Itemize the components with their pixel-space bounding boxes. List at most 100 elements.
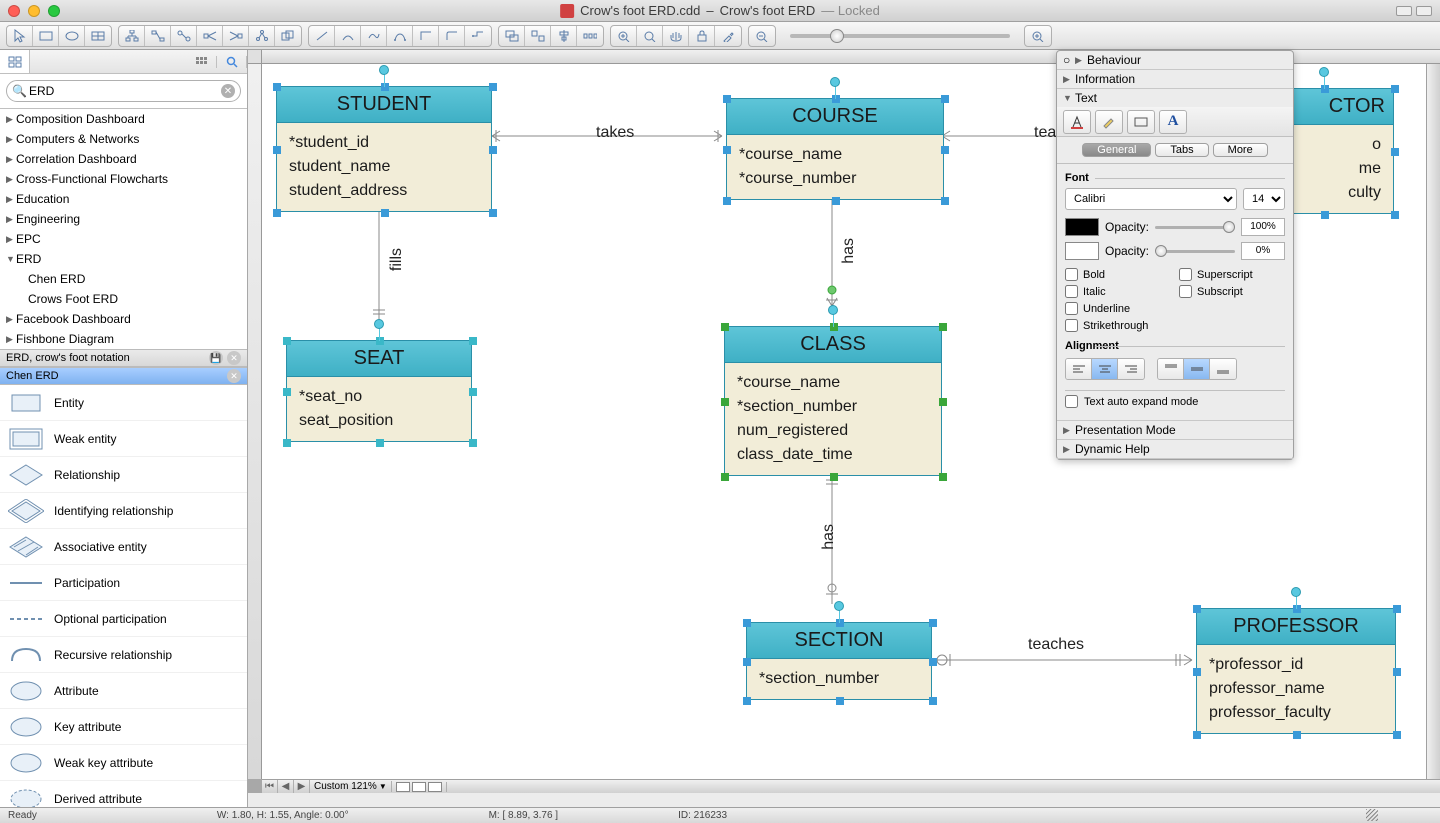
tab-general[interactable]: General [1082, 143, 1151, 157]
tab-tabs[interactable]: Tabs [1155, 143, 1208, 157]
line-tool[interactable] [309, 26, 335, 46]
zoom-fit-tool[interactable] [611, 26, 637, 46]
tree-item[interactable]: Chen ERD [0, 269, 247, 289]
search-input[interactable] [6, 80, 241, 102]
rotate-handle[interactable] [374, 319, 384, 329]
page-next[interactable]: ▶ [294, 780, 310, 794]
v-scrollbar[interactable] [1426, 64, 1440, 779]
round-angle-tool[interactable] [439, 26, 465, 46]
distribute-tool[interactable] [577, 26, 603, 46]
text-box-button[interactable] [1127, 110, 1155, 134]
page-thumbs[interactable] [392, 782, 447, 792]
align-center[interactable] [1092, 359, 1118, 379]
font-family-select[interactable]: Calibri [1065, 188, 1237, 210]
close-window-button[interactable] [8, 5, 20, 17]
underline-checkbox[interactable]: Underline [1065, 302, 1171, 315]
align-left[interactable] [1066, 359, 1092, 379]
shape-item[interactable]: Relationship [0, 457, 247, 493]
rotate-handle[interactable] [1291, 587, 1301, 597]
ruler-vertical[interactable] [248, 64, 262, 779]
bg-color-swatch[interactable] [1065, 242, 1099, 260]
inspector-help-header[interactable]: ▶Dynamic Help [1057, 440, 1293, 458]
shape-item[interactable]: Optional participation [0, 601, 247, 637]
shape-item[interactable]: Weak key attribute [0, 745, 247, 781]
tree-item[interactable]: ▶Fishbone Diagram [0, 329, 247, 349]
tree-item[interactable]: ▶Composition Dashboard [0, 109, 247, 129]
fg-color-swatch[interactable] [1065, 218, 1099, 236]
zoom-tool[interactable] [637, 26, 663, 46]
tree-item[interactable]: ▼ERD [0, 249, 247, 269]
align-right[interactable] [1118, 359, 1144, 379]
connect-tool[interactable] [171, 26, 197, 46]
align-bottom[interactable] [1210, 359, 1236, 379]
spline-tool[interactable] [387, 26, 413, 46]
rotate-handle[interactable] [830, 77, 840, 87]
chain-tool[interactable] [145, 26, 171, 46]
page-first[interactable]: ⏮ [262, 780, 278, 794]
shape-item[interactable]: Entity [0, 385, 247, 421]
strikethrough-checkbox[interactable]: Strikethrough [1065, 319, 1171, 332]
inspector-information-header[interactable]: ▶Information [1057, 70, 1293, 88]
text-color-button[interactable] [1063, 110, 1091, 134]
shape-item[interactable]: Participation [0, 565, 247, 601]
bg-opacity-value[interactable]: 0% [1241, 242, 1285, 260]
rect-tool[interactable] [33, 26, 59, 46]
search-tab[interactable] [217, 56, 247, 68]
tree-item[interactable]: ▶Correlation Dashboard [0, 149, 247, 169]
shape-item[interactable]: Associative entity [0, 529, 247, 565]
rotate-handle[interactable] [379, 65, 389, 75]
eyedropper-tool[interactable] [715, 26, 741, 46]
curve-tool[interactable] [361, 26, 387, 46]
network-tool[interactable] [249, 26, 275, 46]
subscript-checkbox[interactable]: Subscript [1179, 285, 1285, 298]
align-middle[interactable] [1184, 359, 1210, 379]
table-tool[interactable] [85, 26, 111, 46]
align-top[interactable] [1158, 359, 1184, 379]
rotate-handle[interactable] [1319, 67, 1329, 77]
lock-tool[interactable] [689, 26, 715, 46]
titlebar-button[interactable] [1396, 6, 1412, 16]
ungroup-tool[interactable] [525, 26, 551, 46]
bold-checkbox[interactable]: Bold [1065, 268, 1171, 281]
grid-view-tab[interactable] [187, 56, 217, 68]
pan-tool[interactable] [663, 26, 689, 46]
tree-item[interactable]: ▶Engineering [0, 209, 247, 229]
merge-tool[interactable] [223, 26, 249, 46]
font-size-select[interactable]: 14 [1243, 188, 1285, 210]
rotate-handle[interactable] [834, 601, 844, 611]
rotate-handle[interactable] [828, 305, 838, 315]
tree-item[interactable]: ▶Facebook Dashboard [0, 309, 247, 329]
tree-item[interactable]: ▶Computers & Networks [0, 129, 247, 149]
entity-class[interactable]: CLASS*course_name*section_numbernum_regi… [724, 326, 942, 476]
library-tab[interactable] [0, 50, 30, 73]
entity-professor[interactable]: PROFESSOR*professor_idprofessor_nameprof… [1196, 608, 1396, 734]
section-crows-foot[interactable]: ERD, crow's foot notation 💾✕ [0, 349, 247, 367]
group-tool[interactable] [499, 26, 525, 46]
inspector-behaviour-header[interactable]: ○▶Behaviour [1057, 51, 1293, 69]
section-chen-erd[interactable]: Chen ERD ✕ [0, 367, 247, 385]
tree-item[interactable]: Crows Foot ERD [0, 289, 247, 309]
tree-item[interactable]: ▶Cross-Functional Flowcharts [0, 169, 247, 189]
align-tool[interactable] [551, 26, 577, 46]
smart-connector-tool[interactable] [465, 26, 491, 46]
shape-item[interactable]: Identifying relationship [0, 493, 247, 529]
zoom-in-button[interactable] [1025, 26, 1051, 46]
tab-more[interactable]: More [1213, 143, 1268, 157]
tree-item[interactable]: ▶EPC [0, 229, 247, 249]
inspector-presentation-header[interactable]: ▶Presentation Mode [1057, 421, 1293, 439]
zoom-out-button[interactable] [749, 26, 775, 46]
fg-opacity-slider[interactable] [1155, 226, 1235, 229]
clear-search-button[interactable]: ✕ [221, 84, 235, 98]
shape-item[interactable]: Weak entity [0, 421, 247, 457]
shape-item[interactable]: Key attribute [0, 709, 247, 745]
zoom-readout[interactable]: Custom 121% ▼ [310, 781, 392, 792]
ellipse-tool[interactable] [59, 26, 85, 46]
branch-tool[interactable] [197, 26, 223, 46]
zoom-slider[interactable] [790, 34, 1010, 38]
resize-grip[interactable] [1366, 809, 1378, 821]
section-save-icon[interactable]: 💾 [209, 351, 223, 365]
shape-item[interactable]: Attribute [0, 673, 247, 709]
titlebar-button[interactable] [1416, 6, 1432, 16]
entity-course[interactable]: COURSE*course_name*course_number [726, 98, 944, 200]
bg-opacity-slider[interactable] [1155, 250, 1235, 253]
